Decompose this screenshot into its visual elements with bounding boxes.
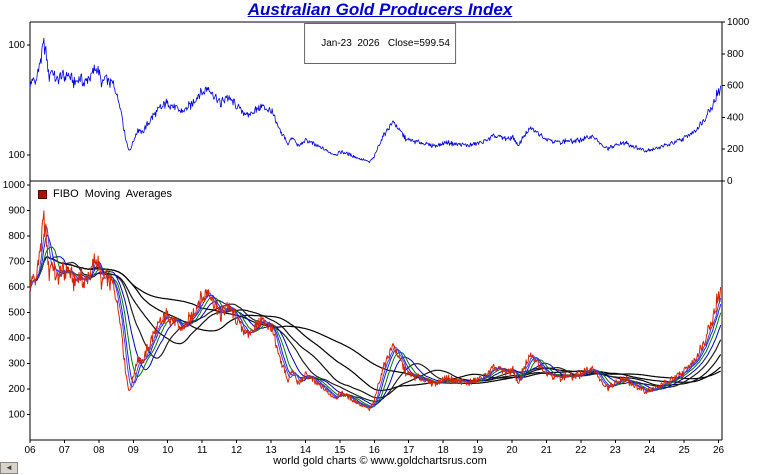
left-axis-tick-label: 700 <box>8 257 25 268</box>
upper-left-axis-tick-label: 100 <box>8 40 25 51</box>
x-axis-tick-label: 23 <box>610 445 622 456</box>
scrollbar-left-arrow-icon[interactable]: ◄ <box>0 462 18 474</box>
left-axis-tick-label: 200 <box>8 384 25 395</box>
x-axis-tick-label: 22 <box>575 445 587 456</box>
right-axis-tick-label: 600 <box>727 81 744 92</box>
x-axis-tick-label: 15 <box>334 445 346 456</box>
right-axis-tick-label: 1000 <box>727 17 750 28</box>
ma-line-144 <box>29 256 722 392</box>
upper-left-axis-tick-label: 100 <box>8 150 25 161</box>
right-axis-tick-label: 800 <box>727 49 744 60</box>
x-axis-tick-label: 07 <box>59 445 71 456</box>
left-axis-tick-label: 800 <box>8 231 25 242</box>
left-axis-tick-label: 900 <box>8 206 25 217</box>
x-axis-tick-label: 06 <box>24 445 36 456</box>
x-axis-tick-label: 09 <box>128 445 140 456</box>
x-axis-tick-label: 17 <box>403 445 415 456</box>
x-axis-tick-label: 25 <box>679 445 691 456</box>
right-axis-tick-label: 0 <box>727 176 733 187</box>
left-axis-tick-label: 600 <box>8 282 25 293</box>
x-axis-tick-label: 26 <box>713 445 725 456</box>
x-axis-tick-label: 12 <box>231 445 243 456</box>
price-line-bottom <box>29 210 722 412</box>
legend-label: FIBO Moving Averages <box>53 188 173 200</box>
x-axis-tick-label: 24 <box>644 445 656 456</box>
price-line-top <box>29 37 721 164</box>
right-axis-tick-label: 200 <box>727 144 744 155</box>
x-axis-tick-label: 14 <box>300 445 312 456</box>
x-axis-tick-label: 08 <box>93 445 105 456</box>
left-axis-tick-label: 300 <box>8 359 25 370</box>
ma-line-55 <box>29 256 722 402</box>
fibo-ma-legend: FIBO Moving Averages <box>38 188 172 200</box>
left-axis-tick-label: 500 <box>8 308 25 319</box>
x-axis-tick-label: 11 <box>197 445 208 456</box>
right-axis-tick-label: 400 <box>727 112 744 123</box>
x-axis-tick-label: 10 <box>162 445 174 456</box>
x-axis-tick-label: 16 <box>369 445 381 456</box>
ma-line-8 <box>29 226 722 409</box>
x-axis-tick-label: 13 <box>265 445 277 456</box>
legend-square-icon <box>38 189 47 199</box>
left-axis-tick-label: 400 <box>8 333 25 344</box>
x-axis-tick-label: 20 <box>506 445 518 456</box>
x-axis-tick-label: 19 <box>472 445 484 456</box>
left-axis-tick-label: 1000 <box>3 180 26 191</box>
x-axis-tick-label: 18 <box>438 445 450 456</box>
x-axis-tick-label: 21 <box>541 445 553 456</box>
ma-line-233 <box>29 256 721 384</box>
close-info-text: Jan-23 2026 Close=599.54 <box>321 38 450 49</box>
page-title: Australian Gold Producers Index <box>247 0 513 19</box>
close-info-box: Jan-23 2026 Close=599.54 <box>304 23 456 64</box>
left-axis-tick-label: 100 <box>8 410 25 421</box>
footer-credit: world gold charts © www.goldchartsrus.co… <box>273 455 487 467</box>
